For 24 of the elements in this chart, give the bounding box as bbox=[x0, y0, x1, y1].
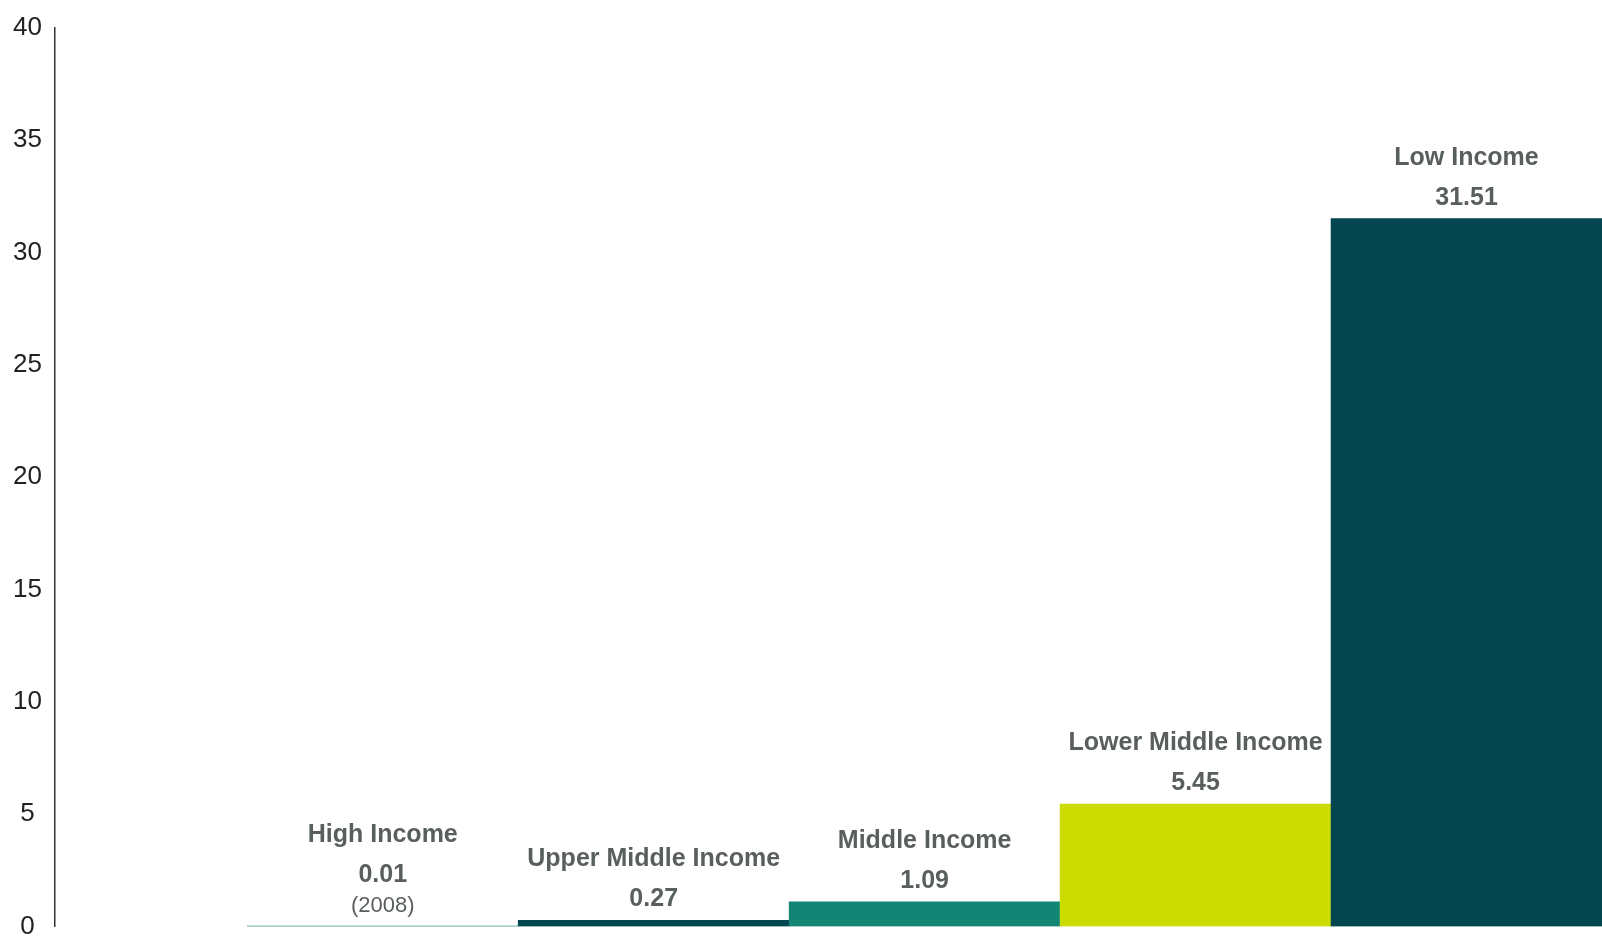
y-tick-label: 15 bbox=[13, 572, 42, 603]
data-label: 0.01 bbox=[358, 859, 408, 888]
bar bbox=[517, 920, 790, 927]
data-label: 31.51 bbox=[1435, 181, 1498, 210]
y-tick-label: 35 bbox=[13, 123, 42, 154]
x-tick-label: Lower Middle Income bbox=[1068, 726, 1323, 755]
x-tick-label: Low Income bbox=[1394, 141, 1539, 170]
data-label: 5.45 bbox=[1171, 766, 1220, 795]
data-label: 0.27 bbox=[629, 883, 679, 912]
bar bbox=[1330, 218, 1602, 927]
y-tick-label: 20 bbox=[13, 460, 42, 491]
data-label: 1.09 bbox=[900, 864, 949, 893]
x-tick-label: High Income bbox=[307, 819, 458, 848]
x-tick-label: Upper Middle Income bbox=[527, 843, 781, 872]
y-tick-label: 25 bbox=[13, 348, 42, 379]
y-tick-label: 10 bbox=[13, 684, 42, 715]
y-tick-label: 30 bbox=[13, 235, 42, 266]
bar bbox=[788, 901, 1061, 927]
x-tick-label: Middle Income bbox=[837, 824, 1012, 853]
y-tick-label: 0 bbox=[20, 909, 35, 940]
y-tick-label: 5 bbox=[20, 797, 35, 828]
y-tick-label: 40 bbox=[13, 11, 42, 42]
bar bbox=[1059, 803, 1332, 927]
annotation: (2008) bbox=[350, 892, 415, 918]
